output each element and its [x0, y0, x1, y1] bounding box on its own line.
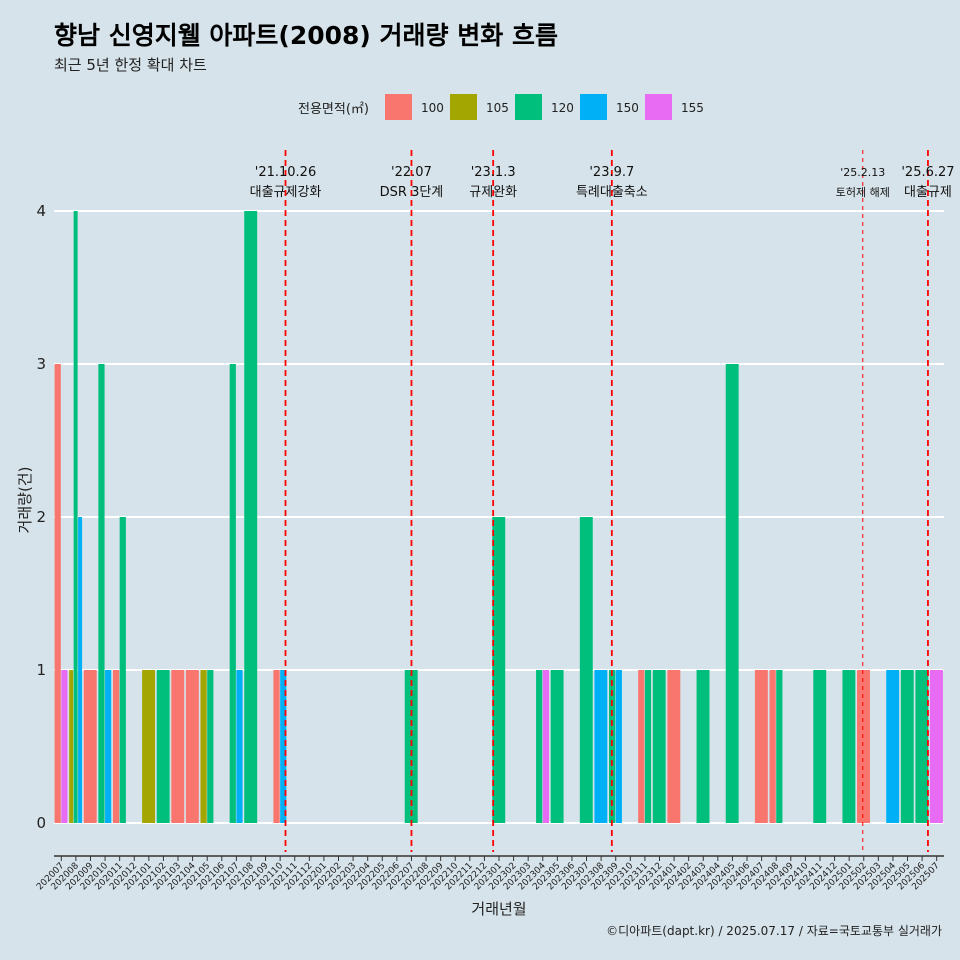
bar-202108-120: [244, 211, 258, 823]
bar-202501-120: [842, 670, 856, 823]
event-date-label: '25.2.13: [840, 166, 885, 179]
bar-202104-100: [185, 670, 199, 823]
bar-202010-120: [98, 364, 105, 823]
bar-202103-100: [171, 670, 185, 823]
bar-202008-120: [73, 211, 78, 823]
y-tick-label: 1: [36, 661, 46, 679]
chart-title: 향남 신영지웰 아파트(2008) 거래량 변화 흐름: [54, 21, 558, 50]
event-date-label: '22.07: [391, 165, 432, 180]
legend-swatch-120: [515, 94, 542, 120]
bar-202507-155: [929, 670, 943, 823]
bar-202009-100: [83, 670, 97, 823]
bar-202304-120: [536, 670, 543, 823]
x-axis-title: 거래년월: [471, 900, 526, 918]
legend-swatch-100: [385, 94, 412, 120]
bar-202011-120: [119, 517, 126, 823]
bar-202110-100: [273, 670, 280, 823]
legend-label-105: 105: [486, 101, 509, 115]
bar-202403-120: [696, 670, 710, 823]
event-desc-label: DSR 3단계: [380, 185, 444, 200]
bar-202408-120: [776, 670, 783, 823]
event-date-label: '21.10.26: [255, 165, 316, 180]
legend-label-100: 100: [421, 101, 444, 115]
event-date-label: '23.1.3: [471, 165, 516, 180]
bar-202308-150: [594, 670, 608, 823]
bar-202311-100: [638, 670, 645, 823]
bar-202504-150: [886, 670, 900, 823]
bar-202408-100: [769, 670, 776, 823]
chart-subtitle: 최근 5년 한정 확대 차트: [54, 56, 207, 74]
legend-label-155: 155: [681, 101, 704, 115]
y-tick-label: 0: [36, 814, 46, 832]
bar-202101-105: [142, 670, 156, 823]
bar-202502-100: [857, 670, 870, 823]
event-desc-label: 토허제 해제: [836, 185, 890, 199]
bar-202506-120: [915, 670, 929, 823]
y-tick-label: 2: [36, 508, 46, 526]
event-desc-label: 대출규제강화: [250, 185, 322, 200]
bar-202401-100: [667, 670, 681, 823]
bar-202309-150: [615, 670, 622, 823]
event-date-label: '23.9.7: [589, 165, 634, 180]
bar-202309-120: [609, 670, 616, 823]
bar-202008-150: [78, 517, 83, 823]
event-desc-label: 특례대출축소: [576, 185, 648, 200]
y-axis-title: 거래량(건): [16, 467, 34, 534]
source-caption: ©디아파트(dapt.kr) / 2025.07.17 / 자료=국토교통부 실…: [606, 924, 942, 938]
bar-202107-150: [236, 670, 243, 823]
legend-swatch-105: [450, 94, 477, 120]
bar-202007-100: [54, 364, 61, 823]
bar-202301-120: [492, 517, 506, 823]
legend-swatch-150: [580, 94, 607, 120]
bar-202011-100: [112, 670, 120, 823]
bar-202311-120: [644, 670, 652, 823]
event-desc-label: 대출규제: [904, 185, 952, 200]
bar-202405-120: [725, 364, 739, 823]
y-tick-label: 3: [36, 355, 46, 373]
legend-swatch-155: [645, 94, 672, 120]
bar-202304-155: [542, 670, 549, 823]
legend-label-150: 150: [616, 101, 639, 115]
bar-202305-120: [550, 670, 564, 823]
event-date-label: '25.6.27: [901, 165, 954, 180]
event-desc-label: 규제완화: [469, 185, 517, 200]
bar-202008-105: [69, 670, 74, 823]
bar-202107-120: [229, 364, 236, 823]
bar-202505-120: [900, 670, 914, 823]
bar-202207-120: [404, 670, 418, 823]
bar-202105-105: [200, 670, 207, 823]
bar-202010-150: [105, 670, 112, 823]
bar-202110-150: [280, 670, 287, 823]
bar-202105-120: [207, 670, 214, 823]
bar-202407-100: [754, 670, 768, 823]
bar-202307-120: [579, 517, 593, 823]
legend-title: 전용면적(㎡): [298, 102, 369, 117]
bar-202411-120: [813, 670, 827, 823]
bar-202312-120: [652, 670, 666, 823]
y-tick-label: 4: [36, 202, 46, 220]
bar-202007-155: [61, 670, 68, 823]
legend-label-120: 120: [551, 101, 574, 115]
bar-202102-120: [156, 670, 170, 823]
